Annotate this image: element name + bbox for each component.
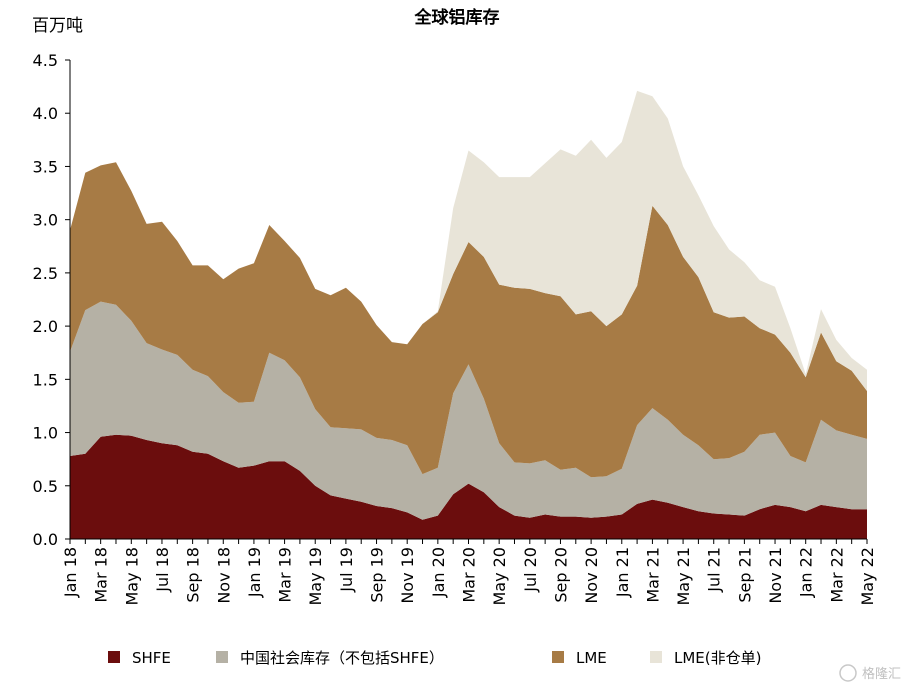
watermark-logo-icon bbox=[839, 664, 857, 682]
x-tick-label: Jan 18 bbox=[61, 547, 80, 598]
axes: 0.0 0.5 1.0 1.5 2.0 2.5 3.0 3.5 4.0 4.5 Jan 18 Mar … bbox=[33, 51, 877, 606]
watermark-text: 格隆汇 bbox=[862, 666, 901, 682]
series-area-1 bbox=[70, 301, 867, 520]
x-tick-label: May 18 bbox=[122, 547, 141, 606]
legend: SHFE 中国社会库存（不包括SHFE） LME LME(非仓单) bbox=[108, 649, 761, 667]
x-tick-label: Mar 22 bbox=[827, 547, 846, 603]
x-tick-label: Nov 19 bbox=[398, 547, 417, 604]
x-tick-label: Mar 18 bbox=[92, 547, 111, 603]
legend-item-2: LME bbox=[552, 649, 607, 667]
y-tick-label: 2.0 bbox=[33, 317, 58, 336]
y-tick-label: 4.5 bbox=[33, 51, 58, 70]
x-tick-label: Jan 20 bbox=[429, 547, 448, 598]
legend-label: SHFE bbox=[132, 649, 171, 667]
area-layer bbox=[70, 90, 867, 539]
y-tick-label: 3.5 bbox=[33, 157, 58, 176]
x-tick-label: Sep 19 bbox=[368, 547, 387, 603]
x-tick-label: Mar 20 bbox=[460, 547, 479, 603]
x-tick-label: Sep 20 bbox=[551, 547, 570, 603]
legend-item-0: SHFE bbox=[108, 649, 171, 667]
series-area-3 bbox=[70, 90, 867, 392]
legend-swatch bbox=[216, 651, 228, 663]
series-area-2 bbox=[70, 162, 867, 478]
x-tick-label: Jul 18 bbox=[153, 547, 172, 593]
x-tick-label: Mar 19 bbox=[276, 547, 295, 603]
y-tick-label: 0.5 bbox=[33, 477, 58, 496]
legend-item-1: 中国社会库存（不包括SHFE） bbox=[216, 649, 444, 667]
x-tick-label: Jul 20 bbox=[521, 547, 540, 593]
x-tick-label: Jan 21 bbox=[613, 547, 632, 598]
y-tick-label: 2.5 bbox=[33, 264, 58, 283]
legend-item-3: LME(非仓单) bbox=[650, 649, 761, 667]
y-tick-label: 1.0 bbox=[33, 424, 58, 443]
x-tick-label: Nov 18 bbox=[214, 547, 233, 604]
x-tick-label: Nov 20 bbox=[582, 547, 601, 604]
x-tick-label: May 22 bbox=[858, 547, 877, 606]
x-tick-label: Sep 18 bbox=[184, 547, 203, 603]
y-tick-label: 1.5 bbox=[33, 370, 58, 389]
x-tick-label: May 20 bbox=[490, 547, 509, 606]
x-tick-label: Jan 22 bbox=[797, 547, 816, 598]
y-tick-label: 3.0 bbox=[33, 211, 58, 230]
series-area-0 bbox=[70, 434, 867, 539]
legend-swatch bbox=[650, 651, 662, 663]
x-tick-label: Jul 19 bbox=[337, 547, 356, 593]
x-tick-label: May 21 bbox=[674, 547, 693, 606]
legend-swatch bbox=[552, 651, 564, 663]
chart-title: 全球铝库存 bbox=[414, 7, 500, 28]
legend-label: LME(非仓单) bbox=[674, 649, 761, 667]
x-tick-label: Mar 21 bbox=[643, 547, 662, 603]
y-tick-label: 0.0 bbox=[33, 530, 58, 549]
x-tick-label: Jul 21 bbox=[705, 547, 724, 593]
x-tick-label: Jan 19 bbox=[245, 547, 264, 598]
watermark: 格隆汇 bbox=[839, 664, 901, 682]
y-tick-label: 4.0 bbox=[33, 104, 58, 123]
legend-label: LME bbox=[576, 649, 607, 667]
legend-label: 中国社会库存（不包括SHFE） bbox=[240, 649, 444, 667]
x-tick-label: Sep 21 bbox=[735, 547, 754, 603]
x-tick-label: Nov 21 bbox=[766, 547, 785, 604]
x-tick-label: May 19 bbox=[306, 547, 325, 606]
y-axis-label: 百万吨 bbox=[32, 16, 83, 36]
legend-swatch bbox=[108, 651, 120, 663]
